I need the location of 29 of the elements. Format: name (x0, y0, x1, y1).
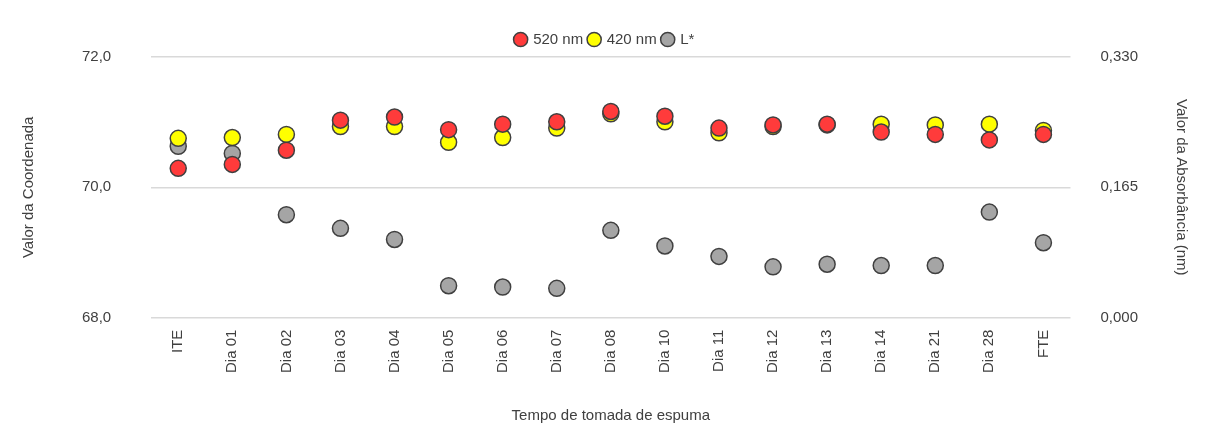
legend-label: L* (680, 29, 695, 47)
x-tick-label: Dia 08 (600, 329, 618, 373)
x-tick-label: Dia 04 (384, 329, 402, 373)
y2-tick-label: 0,330 (1100, 47, 1139, 65)
legend-label: 420 nm (606, 29, 657, 47)
x-tick-label: Dia 01 (222, 329, 240, 373)
x-tick-label: Dia 10 (655, 329, 673, 373)
y-tick-label: 70,0 (81, 177, 112, 195)
y2-axis-title: Valor da Absorbância (nm) (1173, 99, 1191, 276)
x-tick-label: Dia 03 (330, 329, 348, 373)
x-tick-label: ITE (168, 329, 186, 353)
y-axis-title: Valor da Coordenada (19, 115, 37, 259)
x-tick-label: Dia 12 (763, 329, 781, 373)
y-tick-label: 72,0 (81, 47, 112, 65)
x-tick-label: Dia 13 (817, 329, 835, 373)
x-tick-label: Dia 06 (492, 329, 510, 373)
x-tick-label: Dia 28 (979, 329, 997, 373)
x-tick-label: Dia 14 (871, 329, 889, 373)
x-tick-label: Dia 07 (546, 329, 564, 373)
legend-label: 520 nm (533, 29, 584, 47)
x-tick-label: Dia 11 (709, 329, 727, 372)
y2-tick-label: 0,000 (1100, 307, 1139, 325)
x-tick-label: Dia 02 (276, 329, 294, 373)
y-tick-label: 68,0 (81, 307, 112, 325)
x-tick-label: Dia 05 (438, 329, 456, 373)
x-tick-label: Dia 21 (925, 329, 943, 373)
y2-tick-label: 0,165 (1100, 177, 1139, 195)
x-tick-label: FTE (1033, 329, 1051, 358)
x-axis-title: Tempo de tomada de espuma (511, 406, 711, 424)
